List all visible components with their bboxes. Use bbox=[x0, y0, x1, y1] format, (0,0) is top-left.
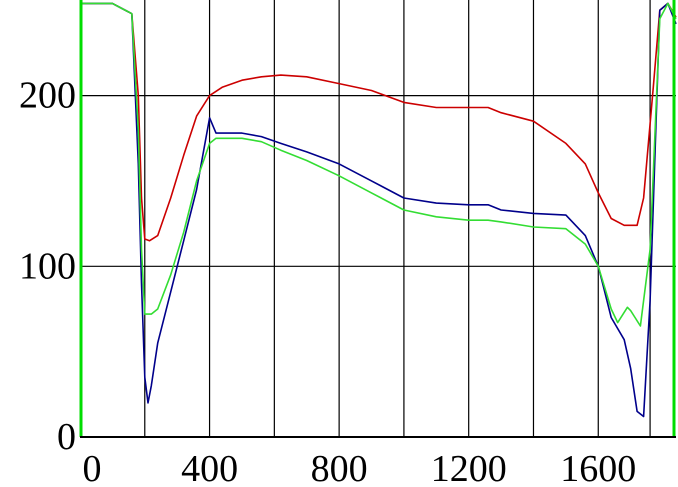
plot-background bbox=[80, 0, 676, 437]
x-tick-label: 1600 bbox=[560, 448, 636, 487]
y-tick-label: 100 bbox=[19, 245, 76, 287]
y-tick-label: 200 bbox=[19, 75, 76, 117]
x-tick-label: 0 bbox=[83, 448, 102, 487]
x-tick-label: 1200 bbox=[431, 448, 507, 487]
series-line bbox=[80, 2, 677, 418]
y-tick-label: 0 bbox=[57, 416, 76, 458]
series-line bbox=[80, 2, 677, 327]
series-line bbox=[80, 2, 677, 242]
tick-labels: 0 400 800 1200 1600 0 100 200 bbox=[19, 75, 636, 487]
grid-lines bbox=[80, 0, 676, 437]
series-lines bbox=[80, 2, 677, 418]
x-tick-label: 800 bbox=[311, 448, 368, 487]
x-tick-label: 400 bbox=[181, 448, 238, 487]
